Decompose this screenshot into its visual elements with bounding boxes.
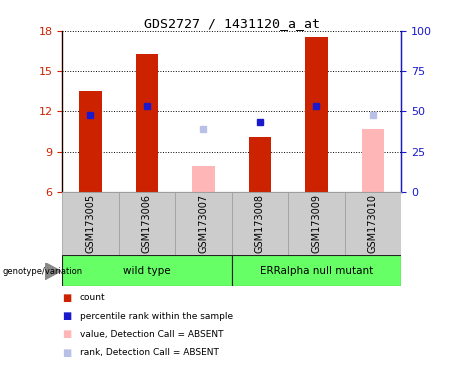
Bar [344,192,401,255]
Text: ■: ■ [62,329,71,339]
Bar [118,192,175,255]
Bar [192,167,215,192]
Bar [79,91,102,192]
Polygon shape [45,263,61,280]
Bar [62,192,118,255]
Text: percentile rank within the sample: percentile rank within the sample [80,311,233,321]
Text: rank, Detection Call = ABSENT: rank, Detection Call = ABSENT [80,348,219,358]
Text: GSM173005: GSM173005 [85,194,95,253]
Bar [288,192,344,255]
Bar [175,192,231,255]
Bar [231,255,401,286]
Text: GSM173006: GSM173006 [142,194,152,253]
Text: ■: ■ [62,293,71,303]
Text: ■: ■ [62,311,71,321]
Bar [136,53,158,192]
Text: ERRalpha null mutant: ERRalpha null mutant [260,266,373,276]
Text: ■: ■ [62,348,71,358]
Title: GDS2727 / 1431120_a_at: GDS2727 / 1431120_a_at [144,17,319,30]
Bar [248,137,271,192]
Bar [361,129,384,192]
Text: count: count [80,293,106,302]
Text: wild type: wild type [123,266,171,276]
Bar [62,255,231,286]
Bar [231,192,288,255]
Text: GSM173009: GSM173009 [311,194,321,253]
Text: GSM173007: GSM173007 [198,194,208,253]
Bar [305,38,328,192]
Text: genotype/variation: genotype/variation [2,267,83,276]
Text: GSM173010: GSM173010 [368,194,378,253]
Text: value, Detection Call = ABSENT: value, Detection Call = ABSENT [80,330,223,339]
Text: GSM173008: GSM173008 [255,194,265,253]
